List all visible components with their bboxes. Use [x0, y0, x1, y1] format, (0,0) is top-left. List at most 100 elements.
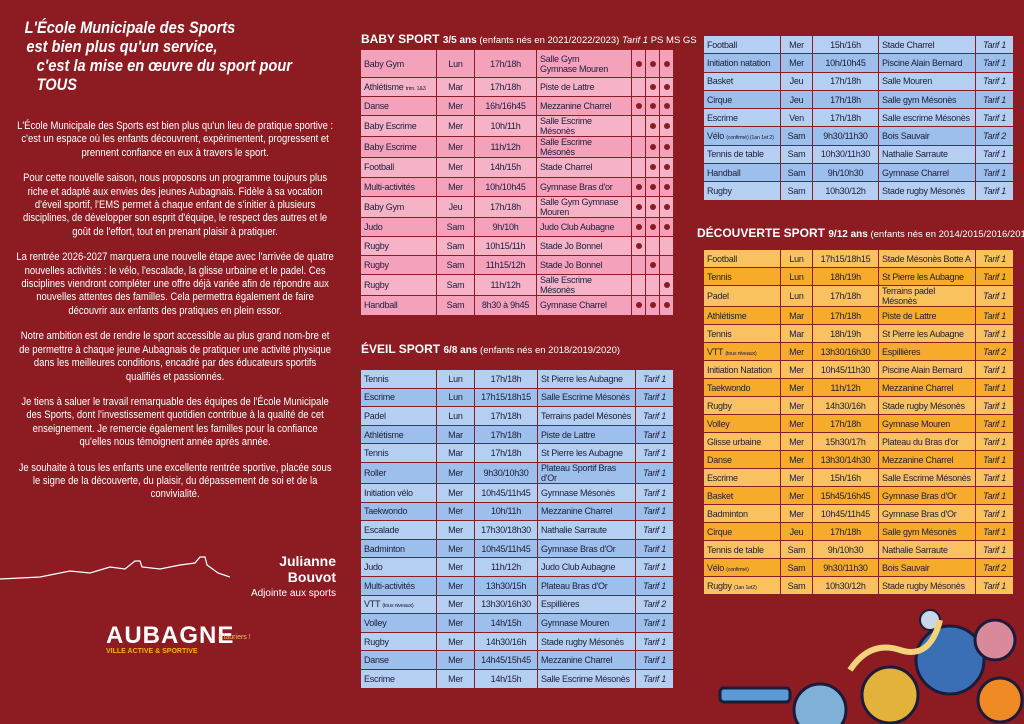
- time: 18h/19h: [812, 324, 879, 343]
- time: 10h45/11h45: [812, 504, 879, 523]
- place: Terrains padel Mésonès: [537, 406, 636, 426]
- row: Rugby Mer 14h30/16h Stade rugby Mésonès Tari…: [703, 396, 1014, 415]
- row: Baby Escrime Mer 11h/12h Salle Escrime Méso…: [360, 136, 674, 159]
- day: Mar: [780, 324, 813, 343]
- day: Mer: [436, 136, 475, 159]
- day: Mer: [780, 342, 813, 361]
- time: 17h/18h: [474, 369, 538, 389]
- day: Mar: [436, 76, 475, 98]
- row: Escalade Mer 17h30/18h30 Nathalie Sarraute T…: [360, 520, 674, 540]
- activity: VTT (tous niveaux): [360, 594, 437, 615]
- tarif: Tarif 1: [635, 557, 674, 577]
- activity: Cirque: [703, 89, 781, 110]
- tarif: Tarif 1: [975, 108, 1014, 128]
- activity: Baby Escrime: [360, 115, 437, 138]
- activity: Padel: [703, 285, 781, 307]
- tarif: Tarif 1: [635, 461, 674, 484]
- level-cell: [631, 295, 646, 316]
- activity-note: (confirmé) (1an 1et 2): [726, 135, 774, 142]
- place: Salle Escrime Mésonès: [878, 468, 976, 487]
- signature-name: Julianne Bouvot: [279, 553, 336, 585]
- tarif: Tarif 1: [975, 432, 1014, 451]
- ages: 3/5 ans: [442, 35, 477, 46]
- place: Judo Club Aubagne: [537, 557, 636, 577]
- time: 14h45/15h45: [474, 650, 538, 670]
- place: Nathalie Sarraute: [878, 144, 976, 165]
- tarif: Tarif 1: [635, 520, 674, 540]
- level-dot: [649, 223, 656, 230]
- activity-name: Football: [707, 39, 738, 50]
- activity: Cirque: [703, 522, 781, 541]
- level-dot: [635, 203, 642, 210]
- level-cell: [645, 157, 660, 178]
- level-dot: [663, 302, 670, 309]
- day: Sam: [436, 274, 475, 297]
- activity: Escrime: [360, 387, 437, 408]
- place: Nathalie Sarraute: [878, 540, 976, 559]
- tarif: Tarif 1: [975, 414, 1014, 433]
- place: Gymnase Bras d'Or: [878, 504, 976, 523]
- level-dot: [663, 203, 670, 210]
- day: Sam: [780, 558, 813, 577]
- tarif: Tarif 1: [975, 285, 1014, 307]
- level-dot: [663, 144, 670, 151]
- tarif: Tarif 1: [975, 89, 1014, 110]
- place: Judo Club Aubagne: [536, 216, 632, 237]
- place: Mezzanine Charrel: [537, 501, 636, 522]
- birth-years: (enfants nés en 2018/2019/2020): [480, 345, 621, 356]
- row: Tennis Mar 17h/18h St Pierre les Aubagne Tar…: [360, 443, 674, 463]
- row: Danse Mer 16h/16h45 Mezzanine Charrel: [360, 96, 674, 117]
- place: St Pierre les Aubagne: [878, 324, 976, 343]
- time: 17h/18h: [812, 414, 879, 433]
- activity-name: Cirque: [707, 526, 733, 537]
- level-cell: [631, 136, 646, 159]
- row: Rugby Mer 14h30/16h Stade rugby Mésonès Tari…: [360, 631, 674, 652]
- activity: VTT (tous niveaux): [703, 342, 781, 361]
- tarif: Tarif 1: [975, 378, 1014, 397]
- section-header: BABY SPORT 3/5 ans (enfants nés en 2021/…: [361, 32, 697, 46]
- activity-name: Vélo: [707, 131, 725, 142]
- level-cell: [631, 274, 646, 297]
- activity: Danse: [360, 650, 437, 670]
- level-dot: [663, 123, 670, 130]
- level-dot: [663, 183, 670, 190]
- tarif: Tarif 1: [975, 324, 1014, 343]
- level-cell: [659, 96, 674, 117]
- place: Stade rugby Mésonès: [537, 631, 636, 652]
- level-dot: [649, 262, 656, 269]
- activity: Basket: [703, 486, 781, 505]
- row: Football Mer 15h/16h Stade Charrel Tarif 1: [703, 34, 1014, 55]
- day: Mer: [436, 594, 475, 615]
- activity: Rugby: [360, 255, 437, 276]
- activity-name: Taekwondo: [364, 506, 408, 517]
- level-cell: [631, 216, 646, 237]
- row: Padel Lun 17h/18h Terrains padel Mésonès Tar…: [360, 406, 674, 426]
- place: Salle Escrime Mésonès: [536, 136, 632, 159]
- activity: Badminton: [360, 538, 437, 559]
- activity-name: Vélo: [707, 562, 725, 573]
- tarif: Tarif 1: [975, 249, 1014, 268]
- row: Football Mer 14h/15h Stade Charrel: [360, 157, 674, 178]
- place: Bois Sauvair: [878, 558, 976, 577]
- time: 14h/15h: [474, 668, 538, 689]
- place: Salle Escrime Mésonès: [537, 387, 636, 408]
- level-dot: [649, 84, 656, 91]
- place: Terrains padel Mésonès: [878, 285, 976, 307]
- place: Stade Jo Bonnel: [536, 235, 632, 257]
- place: Salle gym Mésonès: [878, 522, 976, 541]
- level-dot: [649, 203, 656, 210]
- activity: Escrime: [360, 668, 437, 689]
- day: Mer: [436, 613, 475, 633]
- place: Salle Escrime Mésonès: [537, 668, 636, 689]
- tarif: Tarif 2: [975, 126, 1014, 146]
- level-dot: [635, 243, 642, 250]
- level-cell: [645, 235, 660, 257]
- tarif: Tarif 1: [975, 468, 1014, 487]
- time: 16h/16h45: [474, 96, 537, 117]
- activity: Tennis de table: [703, 144, 781, 165]
- activity: Glisse urbaine: [703, 432, 781, 451]
- place: Stade rugby Mésonès: [878, 396, 976, 415]
- activity-name: Volley: [707, 418, 730, 429]
